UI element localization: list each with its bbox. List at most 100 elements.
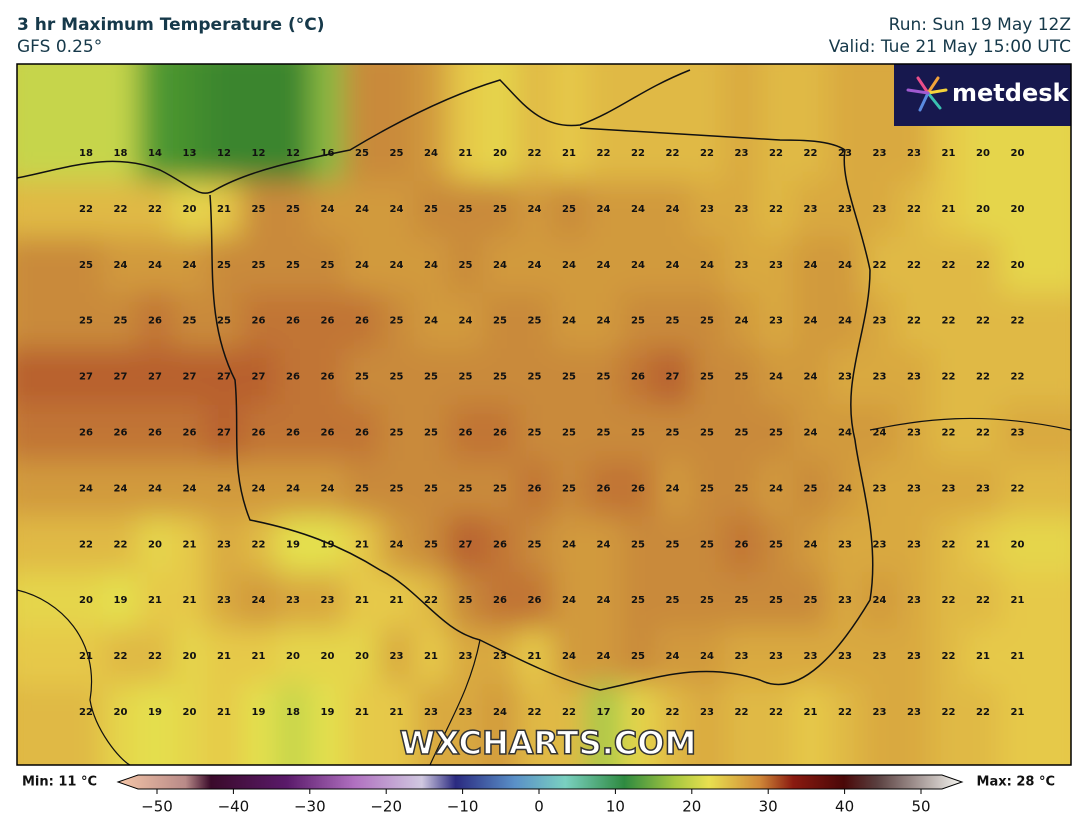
temperature-cell bbox=[586, 180, 622, 238]
temperature-cell bbox=[1000, 460, 1071, 518]
temperature-value: 25 bbox=[735, 595, 749, 606]
temperature-value: 21 bbox=[355, 539, 369, 550]
temperature-value: 24 bbox=[79, 483, 93, 494]
temperature-cell bbox=[586, 236, 622, 294]
temperature-cell bbox=[17, 180, 105, 238]
temperature-cell bbox=[689, 572, 726, 630]
temperature-value: 25 bbox=[631, 316, 645, 327]
temperature-cell bbox=[517, 628, 553, 686]
temperature-cell bbox=[448, 180, 484, 238]
temperature-value: 21 bbox=[390, 707, 404, 718]
temperature-cell bbox=[689, 628, 726, 686]
temperature-value: 25 bbox=[390, 483, 404, 494]
temperature-cell bbox=[551, 180, 588, 238]
temperature-value: 25 bbox=[528, 372, 542, 383]
temperature-value: 22 bbox=[562, 707, 576, 718]
temperature-cell bbox=[275, 404, 312, 462]
temperature-value: 24 bbox=[390, 260, 404, 271]
colorbar-tick-label: −20 bbox=[370, 798, 402, 816]
temperature-cell bbox=[344, 460, 381, 518]
temperature-cell bbox=[862, 348, 898, 406]
temperature-cell bbox=[827, 460, 864, 518]
temperature-value: 23 bbox=[873, 539, 887, 550]
temperature-value: 20 bbox=[1011, 539, 1025, 550]
temperature-value: 26 bbox=[286, 428, 300, 439]
temperature-value: 25 bbox=[79, 260, 93, 271]
temperature-value: 25 bbox=[390, 428, 404, 439]
temperature-cell bbox=[344, 572, 381, 630]
temperature-value: 24 bbox=[493, 260, 507, 271]
temperature-cell bbox=[482, 348, 519, 406]
temperature-value: 19 bbox=[148, 707, 162, 718]
temperature-cell bbox=[344, 684, 381, 765]
temperature-value: 20 bbox=[183, 651, 197, 662]
temperature-cell bbox=[310, 460, 346, 518]
temperature-cell bbox=[241, 404, 277, 462]
temperature-value: 26 bbox=[321, 316, 335, 327]
temperature-value: 22 bbox=[597, 148, 611, 159]
temperature-cell bbox=[17, 236, 105, 294]
temperature-value: 24 bbox=[183, 260, 197, 271]
temperature-cell bbox=[758, 348, 795, 406]
temperature-cell bbox=[275, 236, 312, 294]
temperature-value: 24 bbox=[562, 316, 576, 327]
run-time: Run: Sun 19 May 12Z bbox=[889, 15, 1071, 35]
temperature-value: 25 bbox=[252, 204, 266, 215]
temperature-cell bbox=[517, 64, 553, 182]
temperature-value: 24 bbox=[528, 204, 542, 215]
temperature-cell bbox=[931, 236, 967, 294]
temperature-cell bbox=[793, 292, 829, 350]
temperature-cell bbox=[965, 572, 1002, 630]
temperature-value: 24 bbox=[562, 651, 576, 662]
temperature-value: 25 bbox=[562, 372, 576, 383]
temperature-cell bbox=[655, 516, 691, 574]
temperature-value: 24 bbox=[424, 316, 438, 327]
temperature-value: 22 bbox=[735, 707, 749, 718]
temperature-value: 23 bbox=[286, 595, 300, 606]
temperature-value: 25 bbox=[666, 595, 680, 606]
temperature-value: 27 bbox=[79, 372, 93, 383]
colorbar-tick-label: −50 bbox=[141, 798, 173, 816]
temperature-cell bbox=[344, 628, 381, 686]
temperature-value: 25 bbox=[666, 539, 680, 550]
temperature-value: 25 bbox=[666, 316, 680, 327]
temperature-cell bbox=[758, 404, 795, 462]
temperature-cell bbox=[689, 404, 726, 462]
temperature-value: 21 bbox=[355, 707, 369, 718]
map-frame bbox=[16, 63, 1072, 766]
temperature-value: 25 bbox=[286, 260, 300, 271]
temperature-value: 23 bbox=[907, 651, 921, 662]
temperature-cell bbox=[241, 572, 277, 630]
temperature-cell bbox=[931, 516, 967, 574]
temperature-value: 22 bbox=[942, 595, 956, 606]
temperature-value: 16 bbox=[321, 148, 335, 159]
temperature-value: 24 bbox=[562, 539, 576, 550]
colorbar-tick-label: 40 bbox=[835, 798, 854, 816]
temperature-value: 24 bbox=[217, 483, 231, 494]
temperature-value: 21 bbox=[942, 148, 956, 159]
temperature-cell bbox=[862, 236, 898, 294]
temperature-value: 25 bbox=[493, 204, 507, 215]
temperature-value: 21 bbox=[252, 651, 266, 662]
temperature-cell bbox=[275, 684, 312, 765]
temperature-cell bbox=[724, 572, 760, 630]
temperature-cell bbox=[551, 64, 588, 182]
temperature-value: 24 bbox=[148, 483, 162, 494]
temperature-cell bbox=[413, 180, 450, 238]
subtitle: GFS 0.25° bbox=[17, 37, 102, 57]
temperature-value: 25 bbox=[735, 372, 749, 383]
temperature-value: 21 bbox=[79, 651, 93, 662]
temperature-value: 21 bbox=[217, 651, 231, 662]
temperature-cell bbox=[655, 180, 691, 238]
temperature-value: 22 bbox=[942, 428, 956, 439]
temperature-cell bbox=[172, 348, 208, 406]
temperature-value: 20 bbox=[183, 707, 197, 718]
temperature-value: 18 bbox=[79, 148, 93, 159]
temperature-cell bbox=[241, 236, 277, 294]
temperature-value: 18 bbox=[114, 148, 128, 159]
temperature-value: 24 bbox=[493, 707, 507, 718]
temperature-value: 26 bbox=[528, 595, 542, 606]
temperature-value: 25 bbox=[355, 372, 369, 383]
temperature-value: 25 bbox=[562, 204, 576, 215]
temperature-value: 23 bbox=[735, 260, 749, 271]
